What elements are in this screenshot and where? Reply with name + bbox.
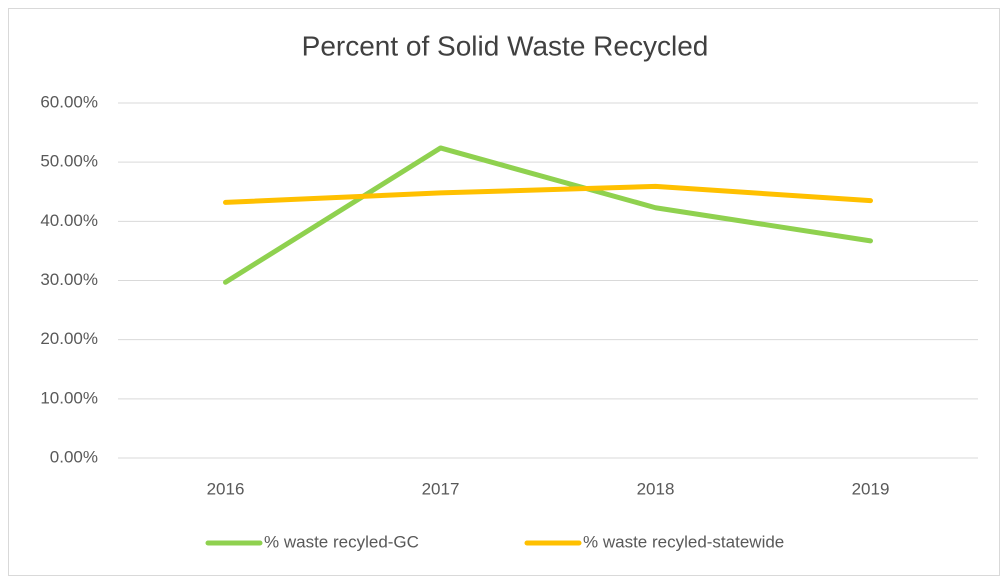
x-tick-label: 2019 — [852, 479, 890, 498]
y-tick-label: 40.00% — [40, 211, 98, 230]
x-tick-label: 2017 — [422, 479, 460, 498]
y-tick-label: 0.00% — [50, 447, 98, 466]
legend-label: % waste recyled-GC — [264, 532, 419, 551]
y-tick-label: 20.00% — [40, 329, 98, 348]
legend-label: % waste recyled-statewide — [583, 532, 784, 551]
y-tick-label: 30.00% — [40, 270, 98, 289]
data-line — [223, 183, 873, 205]
chart-title: Percent of Solid Waste Recycled — [302, 30, 709, 61]
y-tick-label: 60.00% — [40, 92, 98, 111]
x-tick-label: 2018 — [637, 479, 675, 498]
data-line — [223, 145, 873, 285]
y-tick-label: 50.00% — [40, 152, 98, 171]
x-tick-label: 2016 — [207, 479, 245, 498]
y-tick-label: 10.00% — [40, 388, 98, 407]
